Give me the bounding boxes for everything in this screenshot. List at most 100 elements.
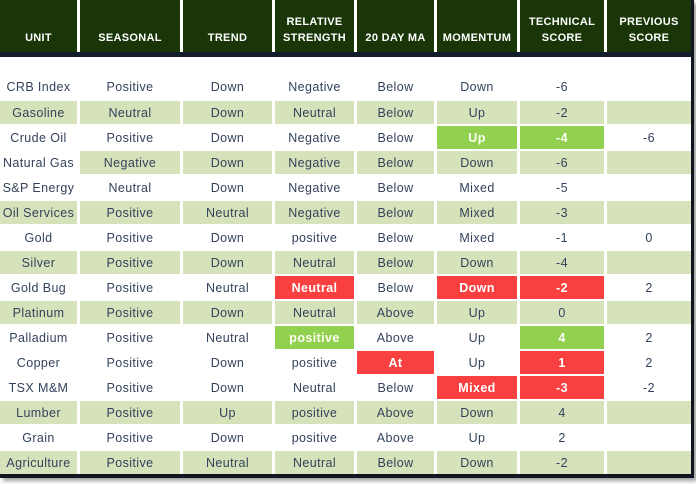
- data-cell-technical-score: -3: [520, 376, 604, 399]
- unit-cell: CRB Index: [0, 59, 77, 99]
- data-cell-trend: Down: [183, 151, 272, 174]
- data-cell-technical-score: 1: [520, 351, 604, 374]
- data-cell-trend: Down: [183, 351, 272, 374]
- unit-cell: Lumber: [0, 401, 77, 424]
- data-cell-previous-score: [607, 101, 691, 124]
- data-cell-20-day-ma: Above: [357, 301, 434, 324]
- data-cell-previous-score: 0: [607, 226, 691, 249]
- data-cell-momentum: Down: [437, 401, 517, 424]
- data-cell-relative-strength: Neutral: [275, 301, 354, 324]
- data-cell-trend: Neutral: [183, 451, 272, 474]
- data-cell-relative-strength: positive: [275, 351, 354, 374]
- data-cell-previous-score: [607, 201, 691, 224]
- data-cell-technical-score: -6: [520, 59, 604, 99]
- data-cell-previous-score: [607, 301, 691, 324]
- data-cell-momentum: Up: [437, 126, 517, 149]
- unit-cell: Gold: [0, 226, 77, 249]
- table-body: CRB Index Positive Down Negative Below Down -6…: [0, 57, 691, 474]
- data-cell-relative-strength: Neutral: [275, 451, 354, 474]
- unit-cell: Platinum: [0, 301, 77, 324]
- data-cell-technical-score: 4: [520, 326, 604, 349]
- data-cell-momentum: Down: [437, 251, 517, 274]
- data-cell-momentum: Down: [437, 451, 517, 474]
- data-cell-momentum: Up: [437, 301, 517, 324]
- data-cell-20-day-ma: Below: [357, 276, 434, 299]
- data-cell-seasonal: Positive: [80, 59, 180, 99]
- data-cell-trend: Down: [183, 101, 272, 124]
- data-cell-momentum: Up: [437, 351, 517, 374]
- header-cell-technical-score: TECHNICAL SCORE: [520, 0, 604, 52]
- data-cell-previous-score: 2: [607, 276, 691, 299]
- data-cell-20-day-ma: Below: [357, 226, 434, 249]
- data-cell-seasonal: Negative: [80, 151, 180, 174]
- data-cell-momentum: Mixed: [437, 226, 517, 249]
- header-divider: [0, 52, 691, 57]
- header-cell-20-day-ma: 20 DAY MA: [357, 0, 434, 52]
- data-cell-relative-strength: positive: [275, 426, 354, 449]
- unit-cell: Palladium: [0, 326, 77, 349]
- data-cell-previous-score: [607, 451, 691, 474]
- data-cell-seasonal: Positive: [80, 201, 180, 224]
- data-cell-relative-strength: positive: [275, 326, 354, 349]
- data-cell-relative-strength: positive: [275, 226, 354, 249]
- data-cell-trend: Down: [183, 126, 272, 149]
- data-cell-relative-strength: Negative: [275, 126, 354, 149]
- data-cell-momentum: Down: [437, 59, 517, 99]
- data-cell-relative-strength: Neutral: [275, 376, 354, 399]
- data-cell-momentum: Mixed: [437, 201, 517, 224]
- unit-cell: Gasoline: [0, 101, 77, 124]
- data-cell-20-day-ma: Below: [357, 101, 434, 124]
- data-cell-trend: Neutral: [183, 326, 272, 349]
- data-cell-trend: Neutral: [183, 201, 272, 224]
- data-cell-20-day-ma: Below: [357, 151, 434, 174]
- data-cell-technical-score: -4: [520, 251, 604, 274]
- data-cell-20-day-ma: Above: [357, 326, 434, 349]
- data-cell-relative-strength: Neutral: [275, 251, 354, 274]
- data-cell-momentum: Mixed: [437, 376, 517, 399]
- data-cell-previous-score: 2: [607, 351, 691, 374]
- unit-cell: S&P Energy: [0, 176, 77, 199]
- data-cell-technical-score: 0: [520, 301, 604, 324]
- data-cell-20-day-ma: Below: [357, 251, 434, 274]
- table-header-row: UNIT SEASONAL TREND RELATIVE STRENGTH 20 DAY…: [0, 0, 691, 52]
- unit-cell: Gold Bug: [0, 276, 77, 299]
- data-cell-seasonal: Positive: [80, 251, 180, 274]
- unit-cell: Crude Oil: [0, 126, 77, 149]
- data-cell-technical-score: -2: [520, 276, 604, 299]
- data-cell-previous-score: 2: [607, 326, 691, 349]
- data-cell-seasonal: Positive: [80, 426, 180, 449]
- data-cell-relative-strength: Neutral: [275, 101, 354, 124]
- data-cell-seasonal: Positive: [80, 351, 180, 374]
- data-cell-momentum: Down: [437, 151, 517, 174]
- data-cell-seasonal: Positive: [80, 451, 180, 474]
- data-cell-momentum: Up: [437, 426, 517, 449]
- header-cell-momentum: MOMENTUM: [437, 0, 517, 52]
- data-cell-technical-score: -2: [520, 451, 604, 474]
- data-cell-20-day-ma: Above: [357, 401, 434, 424]
- data-cell-previous-score: [607, 401, 691, 424]
- header-cell-unit: UNIT: [0, 0, 77, 52]
- data-cell-momentum: Up: [437, 101, 517, 124]
- data-cell-trend: Down: [183, 301, 272, 324]
- data-cell-previous-score: [607, 426, 691, 449]
- data-cell-trend: Down: [183, 59, 272, 99]
- data-cell-technical-score: -1: [520, 226, 604, 249]
- data-cell-previous-score: [607, 251, 691, 274]
- data-cell-momentum: Up: [437, 326, 517, 349]
- data-cell-20-day-ma: Below: [357, 451, 434, 474]
- data-cell-technical-score: -6: [520, 151, 604, 174]
- unit-cell: Natural Gas: [0, 151, 77, 174]
- data-cell-previous-score: [607, 176, 691, 199]
- data-cell-relative-strength: positive: [275, 401, 354, 424]
- data-cell-20-day-ma: Below: [357, 59, 434, 99]
- data-cell-20-day-ma: Below: [357, 126, 434, 149]
- data-cell-technical-score: -3: [520, 201, 604, 224]
- unit-cell: Silver: [0, 251, 77, 274]
- data-cell-seasonal: Positive: [80, 226, 180, 249]
- data-cell-technical-score: -2: [520, 101, 604, 124]
- unit-cell: Grain: [0, 426, 77, 449]
- data-cell-technical-score: 2: [520, 426, 604, 449]
- data-cell-trend: Down: [183, 251, 272, 274]
